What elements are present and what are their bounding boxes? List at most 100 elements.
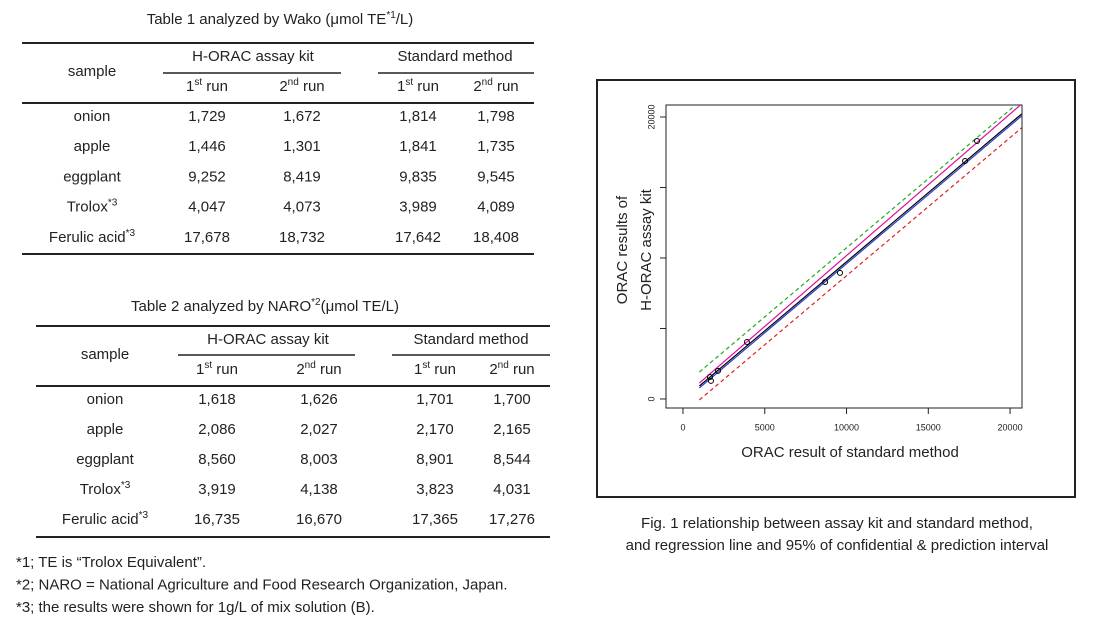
cell-value: 16,735 [194,511,240,528]
column-header: sample [81,346,129,363]
cell-value: 1,672 [283,108,321,125]
text-part: /L) [396,11,414,28]
cell-value: 1,446 [188,138,226,155]
cell-value: 2,170 [416,421,454,438]
x-tick-label: 15000 [916,422,941,432]
text-part: run [212,361,238,378]
y-tick-label: 20000 [646,104,656,129]
text-part: run [509,361,535,378]
cell-value: 2,165 [493,421,531,438]
column-header: 2nd run [489,360,534,378]
cell-value: 2,086 [198,421,236,438]
group-header: Standard method [413,331,528,348]
table-title: Table 1 analyzed by Wako (μmol TE*1/L) [147,10,414,28]
column-header: sample [68,63,116,80]
cell-value: 9,252 [188,168,226,185]
data-point [706,373,713,380]
superscript: st [405,77,413,88]
row-label: Ferulic acid*3 [62,510,149,528]
cell-value: 1,735 [477,138,515,155]
data-point [836,269,843,276]
superscript: *1 [386,10,396,21]
cell-value: 9,545 [477,168,515,185]
cell-value: 4,031 [493,481,531,498]
group-header: H-ORAC assay kit [207,331,330,348]
data-point [715,367,722,374]
row-label: Trolox*3 [67,197,118,215]
cell-value: 1,618 [198,391,236,408]
y-axis-label: H-ORAC assay kit [638,188,655,311]
data-point [962,157,969,164]
x-axis-label: ORAC result of standard method [741,444,959,461]
row-label: eggplant [63,168,121,185]
column-header: 2nd run [279,77,324,95]
cell-value: 3,823 [416,481,454,498]
figure-caption: and regression line and 95% of confident… [626,537,1049,554]
x-tick-label: 20000 [998,422,1023,432]
row-label: onion [74,108,111,125]
data-point [743,339,750,346]
superscript: *3 [126,227,136,238]
cell-value: 17,276 [489,511,535,528]
y-tick-label: 0 [646,396,656,401]
y-axis-label: ORAC results of [614,195,631,304]
cell-value: 1,814 [399,108,437,125]
data-point [707,377,714,384]
row-label: Ferulic acid*3 [49,227,136,245]
cell-value: 4,138 [300,481,338,498]
text-part: Table 2 analyzed by NARO [131,298,311,315]
data-point [974,137,981,144]
cell-value: 1,301 [283,138,321,155]
cell-value: 8,419 [283,168,321,185]
cell-value: 18,408 [473,229,519,246]
cell-value: 1,700 [493,391,531,408]
text-part: run [202,78,228,95]
cell-value: 1,626 [300,391,338,408]
text-part: run [493,78,519,95]
text-part: Trolox [67,199,109,216]
column-header: 1st run [196,360,238,378]
group-header: H-ORAC assay kit [192,48,315,65]
cell-value: 1,729 [188,108,226,125]
superscript: nd [482,77,493,88]
text-part: 2 [296,361,304,378]
text-part: run [316,361,342,378]
text-part: Ferulic acid [49,229,126,246]
text-part: run [430,361,456,378]
data-point [822,278,829,285]
cell-value: 17,678 [184,229,230,246]
plot-lines [698,105,1022,401]
superscript: st [194,77,202,88]
superscript: st [204,360,212,371]
superscript: *3 [121,480,131,491]
text-part: Ferulic acid [62,511,139,528]
superscript: *2 [311,297,321,308]
text-part: 1 [196,361,204,378]
footnote: *2; NARO = National Agriculture and Food… [16,576,508,593]
cell-value: 9,835 [399,168,437,185]
cell-value: 1,798 [477,108,515,125]
x-tick-label: 0 [680,422,685,432]
cell-value: 1,841 [399,138,437,155]
cell-value: 3,989 [399,199,437,216]
regression-line [698,113,1022,387]
column-header: 1st run [414,360,456,378]
figure-frame [596,79,1076,498]
plot-box [665,104,1023,409]
row-label: apple [74,138,111,155]
column-header: 2nd run [296,360,341,378]
text-part: 2 [473,78,481,95]
group-header: Standard method [397,48,512,65]
interval-line [698,105,1017,373]
cell-value: 18,732 [279,229,325,246]
regression-line [698,115,1022,389]
footnote: *1; TE is “Trolox Equivalent”. [16,554,206,571]
footnote: *3; the results were shown for 1g/L of m… [16,599,375,616]
row-label: eggplant [76,451,134,468]
table-title: Table 2 analyzed by NARO*2(μmol TE/L) [131,297,399,315]
text-part: 1 [397,78,405,95]
text-part: (μmol TE/L) [321,298,399,315]
column-header: 2nd run [473,77,518,95]
superscript: nd [305,360,316,371]
